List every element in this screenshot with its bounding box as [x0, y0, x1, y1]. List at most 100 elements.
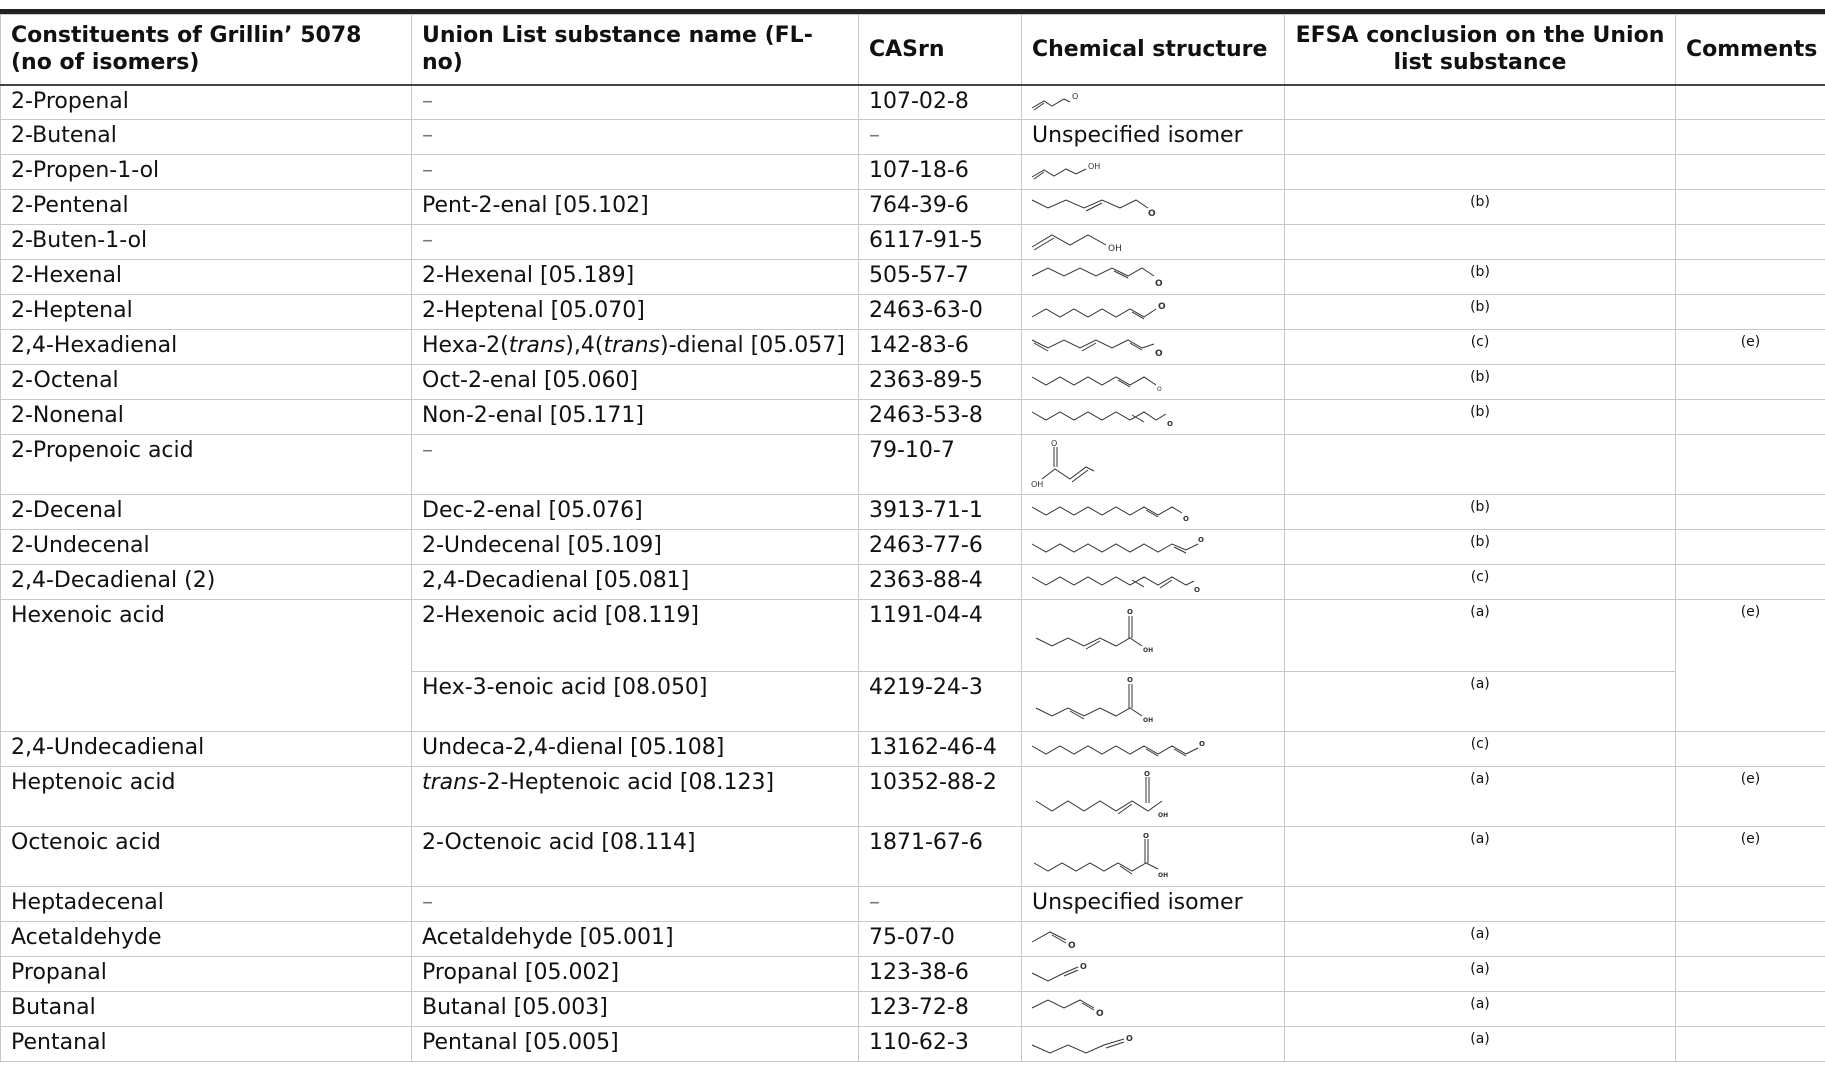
comment-cell [1675, 731, 1825, 767]
comment-cell [1675, 119, 1825, 155]
comment-cell: (e) [1675, 766, 1825, 827]
svg-text:O: O [1072, 92, 1078, 101]
constituent-cell: 2-Propen-1-ol [0, 154, 412, 190]
table-row: 2,4-Undecadienal Undeca-2,4-dienal [05.1… [0, 731, 1825, 767]
union-name-cell: 2-Hexenal [05.189] [411, 259, 859, 295]
header-structure: Chemical structure [1021, 14, 1285, 86]
union-name-cell: Butanal [05.003] [411, 991, 859, 1027]
efsa-cell: (c) [1284, 329, 1676, 365]
casrn-cell: 107-02-8 [858, 84, 1022, 120]
svg-text:OH: OH [1088, 162, 1100, 171]
casrn-cell: – [858, 886, 1022, 922]
constituent-cell: Octenoic acid [0, 826, 412, 887]
molecule-structure-icon: O [1031, 92, 1078, 110]
structure-cell: O [1021, 1026, 1285, 1062]
molecule-structure-icon: O OH [1035, 608, 1153, 654]
header-comments: Comments [1675, 14, 1825, 86]
efsa-cell: (c) [1284, 731, 1676, 767]
constituent-cell: Pentanal [0, 1026, 412, 1062]
constituent-cell: 2-Pentenal [0, 189, 412, 225]
header-constituent: Constituents of Grillin’ 5078 (no of iso… [0, 14, 412, 86]
svg-text:O: O [1148, 209, 1156, 219]
header-casrn: CASrn [858, 14, 1022, 86]
constituent-cell: 2-Propenoic acid [0, 434, 412, 495]
table-row: 2,4-Decadienal (2) 2,4-Decadienal [05.08… [0, 564, 1825, 600]
constituent-cell: 2-Decenal [0, 494, 412, 530]
casrn-cell: 764-39-6 [858, 189, 1022, 225]
union-name-cell: – [411, 434, 859, 495]
casrn-cell: 2463-53-8 [858, 399, 1022, 435]
comment-cell [1675, 84, 1825, 120]
structure-cell: O [1021, 329, 1285, 365]
structure-cell: O [1021, 259, 1285, 295]
svg-text:O: O [1143, 832, 1149, 840]
casrn-cell: 6117-91-5 [858, 224, 1022, 260]
comment-cell [1675, 921, 1825, 957]
molecule-structure-icon: O [1031, 506, 1189, 523]
svg-text:O: O [1157, 386, 1162, 393]
header-efsa: EFSA conclusion on the Union list substa… [1284, 14, 1676, 86]
structure-cell: O [1021, 364, 1285, 400]
substances-table: Constituents of Grillin’ 5078 (no of iso… [0, 14, 1825, 1062]
efsa-cell [1284, 119, 1676, 155]
table-row: Butanal Butanal [05.003] 123-72-8 O (a) [0, 991, 1825, 1027]
svg-text:OH: OH [1158, 872, 1168, 879]
casrn-cell: 142-83-6 [858, 329, 1022, 365]
svg-text:OH: OH [1031, 480, 1043, 489]
table-row: 2-Propenoic acid – 79-10-7 O OH [0, 434, 1825, 495]
svg-text:O: O [1167, 420, 1173, 428]
structure-cell: O [1021, 991, 1285, 1027]
casrn-cell: 2463-63-0 [858, 294, 1022, 330]
union-name-cell: Pentanal [05.005] [411, 1026, 859, 1062]
efsa-cell: (a) [1284, 671, 1676, 732]
efsa-cell [1284, 886, 1676, 922]
structure-cell: O OH [1021, 599, 1285, 672]
svg-text:O: O [1158, 302, 1166, 312]
constituent-cell: 2-Undecenal [0, 529, 412, 565]
comment-cell [1675, 564, 1825, 600]
table-row: 2-Propenal – 107-02-8 O [0, 84, 1825, 120]
table-row: 2-Pentenal Pent-2-enal [05.102] 764-39-6… [0, 189, 1825, 225]
table-row: Octenoic acid 2-Octenoic acid [08.114] 1… [0, 826, 1825, 887]
efsa-cell: (b) [1284, 364, 1676, 400]
svg-text:O: O [1144, 770, 1150, 778]
molecule-structure-icon: O [1031, 1034, 1133, 1054]
svg-text:OH: OH [1108, 244, 1122, 254]
molecule-structure-icon: O OH [1035, 676, 1153, 724]
comment-cell [1675, 364, 1825, 400]
union-name-cell: – [411, 886, 859, 922]
molecule-structure-icon: O [1031, 339, 1163, 359]
comment-cell [1675, 399, 1825, 435]
table-row: 2-Nonenal Non-2-enal [05.171] 2463-53-8 … [0, 399, 1825, 435]
casrn-cell: 110-62-3 [858, 1026, 1022, 1062]
structure-cell: O [1021, 494, 1285, 530]
structure-cell: O [1021, 399, 1285, 435]
constituent-cell: Hexenoic acid [0, 599, 412, 732]
efsa-cell: (c) [1284, 564, 1676, 600]
molecule-structure-icon: O OH [1031, 439, 1095, 489]
union-name-cell: – [411, 224, 859, 260]
efsa-cell: (a) [1284, 599, 1676, 672]
table-row: 2-Decenal Dec-2-enal [05.076] 3913-71-1 … [0, 494, 1825, 530]
casrn-cell: 1191-04-4 [858, 599, 1022, 672]
efsa-cell [1284, 84, 1676, 120]
svg-text:O: O [1080, 962, 1087, 971]
union-name-cell: Pent-2-enal [05.102] [411, 189, 859, 225]
casrn-cell: 2363-88-4 [858, 564, 1022, 600]
table-row: 2-Butenal – – Unspecified isomer [0, 119, 1825, 155]
svg-text:OH: OH [1143, 717, 1153, 724]
union-name-cell: trans-2-Heptenoic acid [08.123] [411, 766, 859, 827]
union-name-cell: Propanal [05.002] [411, 956, 859, 992]
table-row: 2-Undecenal 2-Undecenal [05.109] 2463-77… [0, 529, 1825, 565]
comment-cell: (e) [1675, 826, 1825, 887]
svg-text:O: O [1127, 608, 1133, 616]
union-name-cell: Undeca-2,4-dienal [05.108] [411, 731, 859, 767]
casrn-cell: 13162-46-4 [858, 731, 1022, 767]
casrn-cell: 1871-67-6 [858, 826, 1022, 887]
constituent-cell: 2-Nonenal [0, 399, 412, 435]
union-name-cell: 2-Undecenal [05.109] [411, 529, 859, 565]
comment-cell [1675, 154, 1825, 190]
molecule-structure-icon: O OH [1033, 832, 1168, 879]
union-name-cell: 2-Heptenal [05.070] [411, 294, 859, 330]
casrn-cell: 3913-71-1 [858, 494, 1022, 530]
